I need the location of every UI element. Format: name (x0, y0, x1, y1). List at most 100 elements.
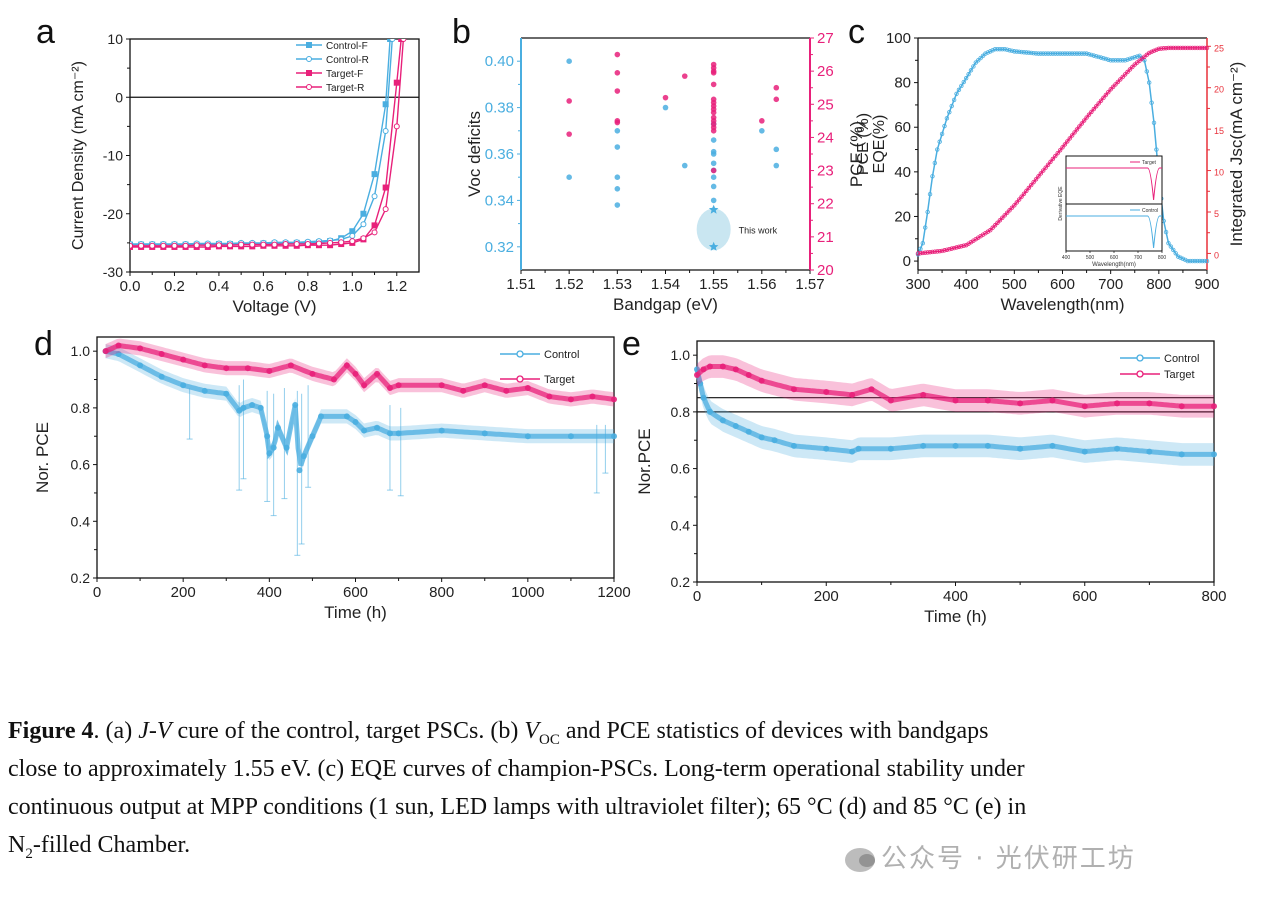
data-point (566, 58, 572, 64)
data-point (1091, 53, 1097, 58)
x-tick-label: 0 (693, 588, 701, 605)
data-point (614, 88, 621, 94)
y2-tick-label: 27 (817, 30, 834, 47)
data-point (971, 64, 976, 69)
data-point (360, 221, 367, 228)
legend-marker (516, 375, 524, 383)
x-tick-label: 0.8 (297, 278, 318, 295)
data-point (1048, 51, 1053, 56)
data-point (920, 250, 926, 256)
data-point (1110, 84, 1116, 90)
y2-tick-label: 0 (1214, 250, 1219, 260)
data-point (925, 250, 930, 255)
data-point (773, 146, 780, 153)
data-point (349, 238, 356, 245)
data-point (1149, 49, 1154, 55)
data-point (182, 242, 189, 249)
chart-b-voc-pce: 1.51 1.52 1.53 1.54 1.55 1.56 1.57 0.32 0.34 0.36… (465, 30, 866, 314)
x-tick-label: 1.51 (506, 276, 535, 293)
data-point (732, 423, 739, 430)
caption-line-1: Figure 4. (a) J-V cure of the control, t… (8, 712, 1248, 750)
data-point (349, 228, 356, 235)
data-point (1060, 51, 1065, 56)
data-point (1041, 51, 1046, 56)
data-point (773, 96, 780, 103)
chart-d-stability: 0 200 400 600 800 1000 1200 0.2 0.4 0.6 0.8 1.0 Time… (33, 336, 631, 622)
data-point (1026, 185, 1031, 191)
data-point (1060, 145, 1065, 150)
data-point (920, 442, 927, 449)
data-point (1178, 45, 1183, 51)
data-point (942, 123, 947, 129)
caption-label: Figure 4 (8, 718, 94, 744)
data-point (1146, 80, 1152, 85)
y-tick-label: 1.0 (71, 343, 91, 359)
data-point (773, 84, 780, 91)
y2-tick-label: 15 (1214, 126, 1224, 136)
y2-tick-label: 21 (817, 229, 834, 246)
data-point (697, 380, 704, 387)
x-tick-label: 800 (429, 584, 454, 601)
data-point (1033, 51, 1039, 56)
data-point (352, 370, 359, 377)
data-point (1089, 52, 1094, 58)
data-point (360, 210, 367, 217)
x-tick-label: 600 (343, 584, 368, 601)
data-point (990, 48, 995, 53)
panel-label: a (36, 13, 55, 51)
x-tick-label: 0.0 (120, 278, 141, 295)
y-tick-label: 0 (903, 253, 911, 270)
data-point (951, 245, 957, 251)
data-point (460, 387, 467, 394)
data-point (318, 413, 325, 420)
y-tick-label: 0.6 (671, 461, 691, 477)
legend-marker (1136, 370, 1144, 378)
data-point (710, 128, 717, 134)
data-point (1017, 445, 1024, 452)
data-point (1067, 136, 1072, 141)
x-tick-label: 1.54 (651, 276, 680, 293)
data-point (1101, 56, 1106, 61)
data-point (1185, 45, 1190, 51)
data-point (959, 244, 964, 249)
figure-4: 0.0 0.2 0.4 0.6 0.8 1.0 1.2 -30 -20 -10 0 10 Voltage… (33, 13, 1246, 626)
data-point (973, 60, 978, 65)
this-work-highlight (696, 208, 731, 251)
data-point (1122, 58, 1128, 63)
data-point (662, 104, 669, 111)
x-tick-label: 1.52 (555, 276, 584, 293)
data-point (992, 223, 998, 228)
data-point (1178, 403, 1185, 410)
data-point (1195, 45, 1200, 51)
data-point (1050, 51, 1056, 56)
data-point (1154, 47, 1159, 53)
data-point (283, 444, 290, 451)
data-point (1077, 51, 1082, 56)
y2-tick-label: 22 (817, 196, 834, 213)
data-point (270, 444, 277, 451)
data-point (1168, 244, 1174, 249)
y-tick-label: 0.2 (671, 574, 691, 590)
legend-marker (306, 56, 312, 62)
data-point (1002, 213, 1007, 218)
data-point (180, 382, 187, 389)
y-tick-label: -20 (103, 206, 123, 222)
data-point (1199, 45, 1205, 51)
data-point (567, 433, 574, 440)
data-point (566, 174, 572, 180)
data-point (758, 377, 765, 384)
data-point (990, 225, 995, 230)
caption-text: cure of the control, target PSCs. (b) (171, 718, 525, 744)
data-point (932, 249, 938, 254)
data-point (937, 248, 942, 254)
data-point (954, 245, 959, 250)
data-point (992, 46, 998, 52)
data-point (1031, 179, 1036, 185)
legend-marker (306, 42, 312, 48)
data-point (1084, 115, 1089, 120)
data-point (296, 467, 303, 474)
y2-tick-label: 10 (1214, 168, 1224, 178)
data-point (849, 391, 856, 398)
data-point (1007, 208, 1012, 213)
data-point (927, 191, 933, 197)
